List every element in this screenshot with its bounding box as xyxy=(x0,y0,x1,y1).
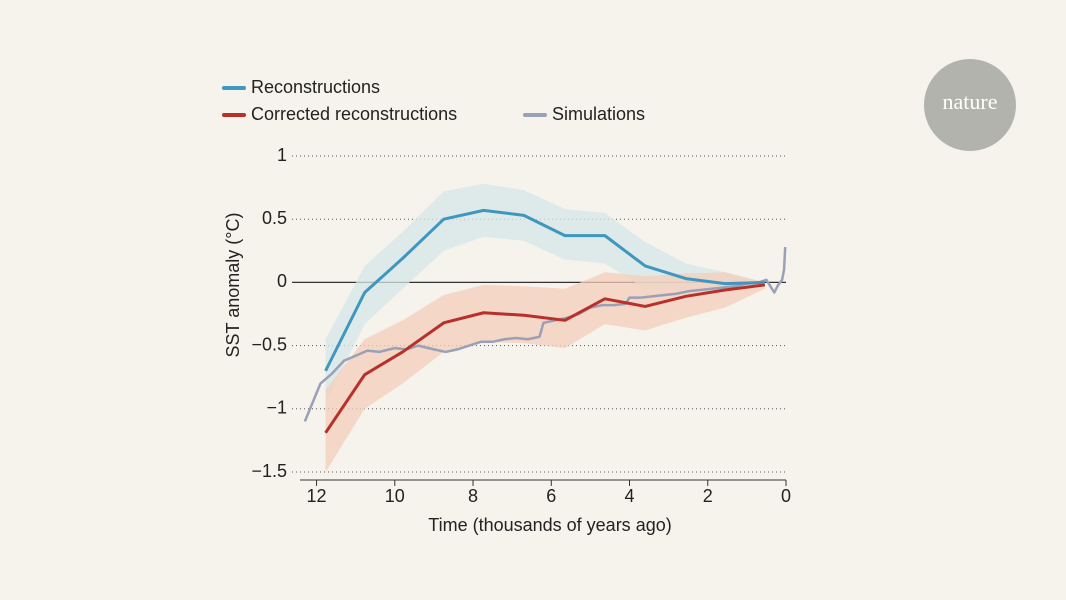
x-tick-label: 2 xyxy=(703,486,713,506)
legend-label: Simulations xyxy=(552,104,645,124)
y-tick-label: 1 xyxy=(277,145,287,165)
logo-badge xyxy=(924,59,1016,151)
y-tick-label: −0.5 xyxy=(251,334,287,354)
series-line xyxy=(324,283,766,434)
x-tick-label: 8 xyxy=(468,486,478,506)
x-tick-label: 12 xyxy=(307,486,327,506)
x-tick-label: 0 xyxy=(781,486,791,506)
logo: nature xyxy=(943,89,998,114)
y-tick-label: 0 xyxy=(277,271,287,291)
y-tick-label: 0.5 xyxy=(262,208,287,228)
series-line xyxy=(324,208,765,372)
legend-label: Reconstructions xyxy=(251,77,380,97)
x-tick-label: 6 xyxy=(546,486,556,506)
uncertainty-band xyxy=(325,183,765,403)
uncertainty-band xyxy=(325,272,765,472)
y-axis-label: SST anomaly (°C) xyxy=(223,213,243,358)
x-tick-label: 10 xyxy=(385,486,405,506)
x-tick-label: 4 xyxy=(625,486,635,506)
legend-label: Corrected reconstructions xyxy=(251,104,457,124)
y-tick-label: −1.5 xyxy=(251,461,287,481)
y-tick-label: −1 xyxy=(266,398,287,418)
x-axis-label: Time (thousands of years ago) xyxy=(428,515,671,535)
